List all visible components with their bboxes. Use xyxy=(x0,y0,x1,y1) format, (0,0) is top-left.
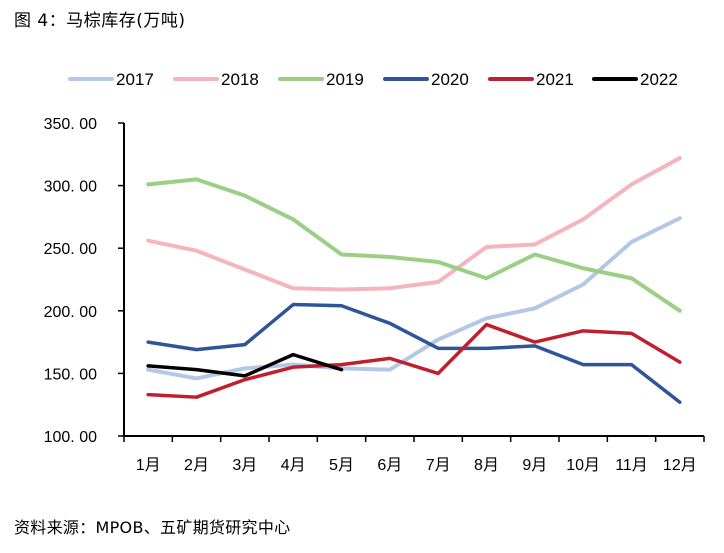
series-line-2019 xyxy=(146,177,682,313)
y-tick-label: 200. 00 xyxy=(44,304,97,321)
x-tick-label: 6月 xyxy=(377,457,402,474)
legend-label-2018: 2018 xyxy=(221,70,259,89)
figure-title: 图 4：马棕库存(万吨) xyxy=(14,11,186,31)
axes: 100. 00 150. 00 200. 00 250. 00 300. 00 350. … xyxy=(44,116,705,474)
legend-label-2022: 2022 xyxy=(640,70,678,89)
legend-label-2020: 2020 xyxy=(431,70,469,89)
series-line-2017 xyxy=(146,216,682,381)
y-tick-label: 250. 00 xyxy=(44,241,97,258)
x-tick-label: 4月 xyxy=(281,457,306,474)
x-tick-label: 7月 xyxy=(426,457,451,474)
y-tick-label: 300. 00 xyxy=(44,179,97,196)
y-tick-label: 350. 00 xyxy=(44,116,97,133)
source-note: 资料来源：MPOB、五矿期货研究中心 xyxy=(14,518,291,537)
x-tick-label: 3月 xyxy=(232,457,257,474)
series-line-2021 xyxy=(146,322,682,399)
series-line-2020 xyxy=(146,302,682,404)
x-tick-label: 8月 xyxy=(474,457,499,474)
series-layer xyxy=(146,156,682,404)
legend-label-2019: 2019 xyxy=(326,70,364,89)
legend-label-2017: 2017 xyxy=(116,70,154,89)
x-tick-label: 2月 xyxy=(184,457,209,474)
y-tick-label: 100. 00 xyxy=(44,429,97,446)
x-tick-label: 9月 xyxy=(522,457,547,474)
x-tick-label: 1月 xyxy=(136,457,161,474)
legend: 2017 2018 2019 2020 2021 2022 xyxy=(68,70,678,89)
x-tick-label: 10月 xyxy=(566,457,600,474)
x-tick-label: 5月 xyxy=(329,457,354,474)
x-tick-label: 12月 xyxy=(663,457,697,474)
legend-label-2021: 2021 xyxy=(536,70,574,89)
y-tick-label: 150. 00 xyxy=(44,366,97,383)
x-tick-label: 11月 xyxy=(615,457,648,474)
series-line-2018 xyxy=(146,156,682,292)
